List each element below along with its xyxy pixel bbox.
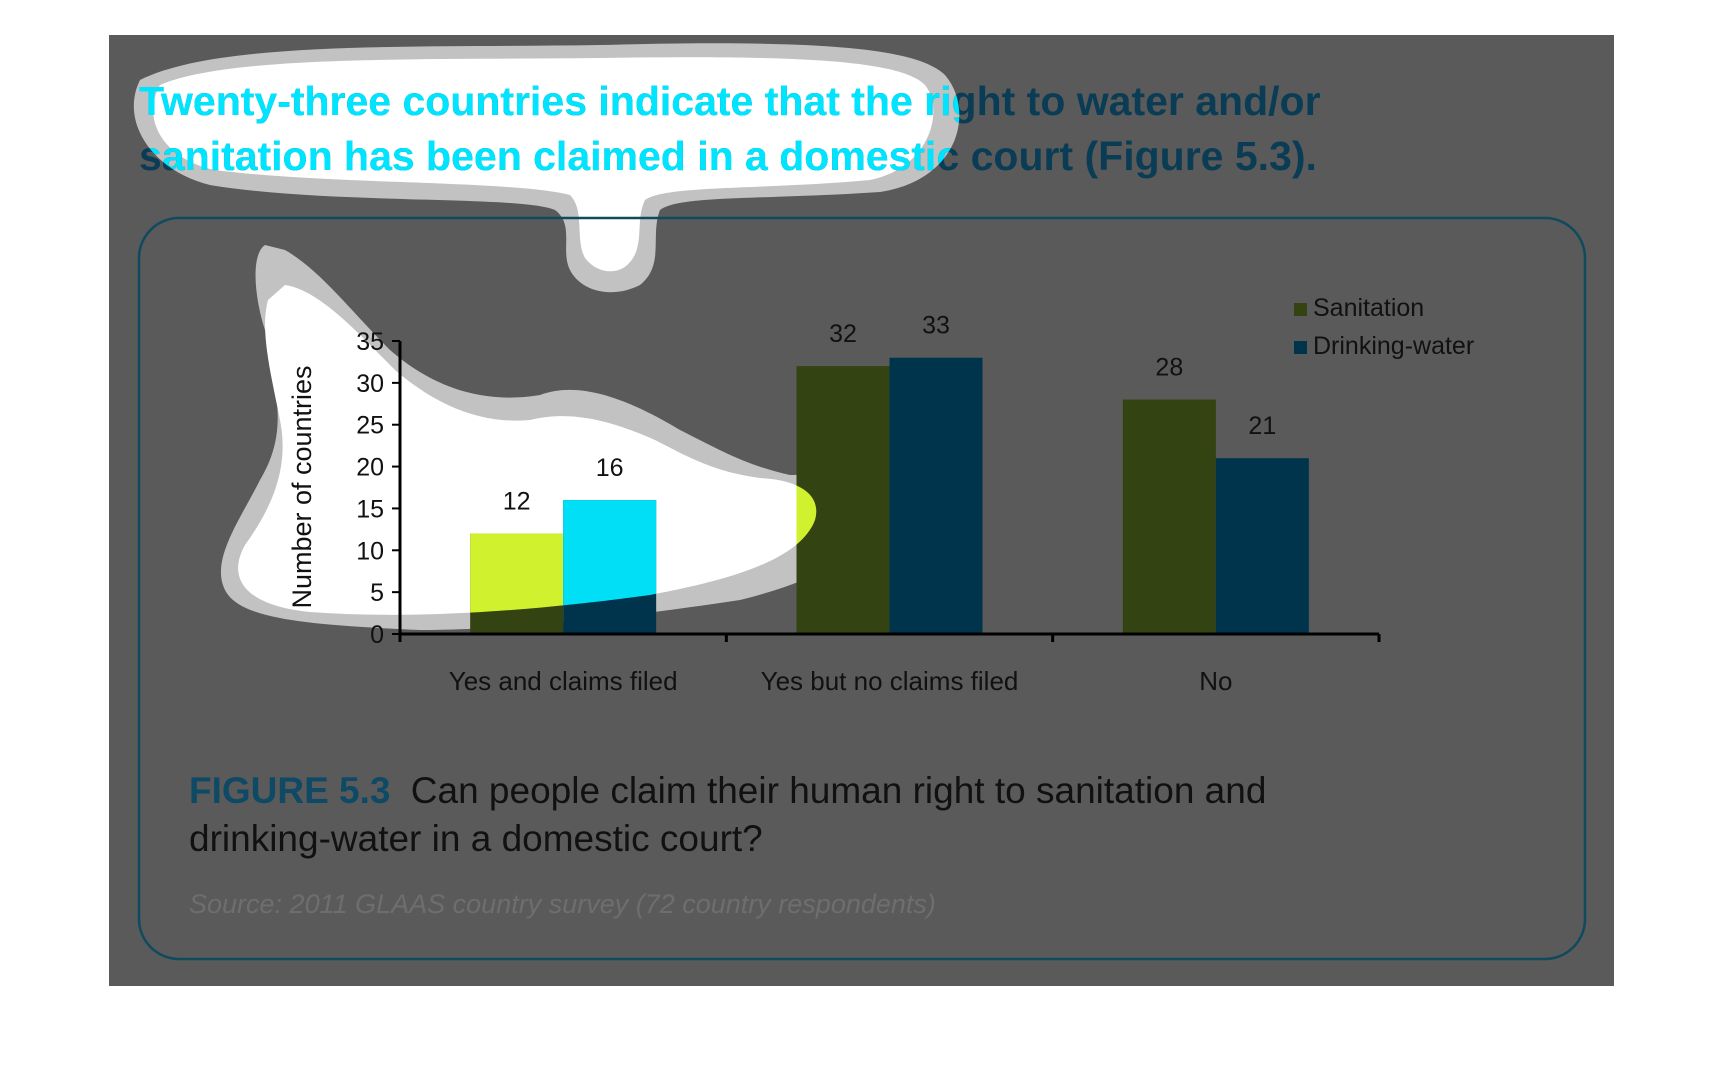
y-tick-label: 15 bbox=[356, 495, 384, 523]
category-label: No bbox=[1199, 666, 1232, 696]
y-tick-label: 35 bbox=[356, 328, 384, 356]
headline-line-1: Twenty-three countries indicate that the… bbox=[139, 78, 1321, 124]
legend-label-drinking-water: Drinking-water bbox=[1313, 332, 1474, 360]
data-label: 33 bbox=[922, 312, 950, 340]
caption-line-1: Can people claim their human right to sa… bbox=[411, 770, 1267, 811]
highlight-glow bbox=[133, 43, 960, 630]
bar-drinking-water-2 bbox=[889, 357, 983, 634]
bar-highlight-drinking-water-1 bbox=[563, 500, 657, 615]
bar-sanitation-3 bbox=[1122, 399, 1216, 634]
headline-line-1-highlight: Twenty-three countries indicate that the… bbox=[139, 78, 1321, 124]
legend-swatch-sanitation bbox=[1294, 303, 1307, 316]
data-label: 28 bbox=[1155, 354, 1183, 382]
y-tick-label: 5 bbox=[370, 579, 384, 607]
figure-frame bbox=[137, 216, 1587, 961]
source-note: Source: 2011 GLAAS country survey (72 co… bbox=[189, 889, 936, 919]
category-label: Yes and claims filed bbox=[449, 666, 678, 696]
y-tick-label: 0 bbox=[370, 621, 384, 649]
category-label: Yes but no claims filed bbox=[761, 666, 1019, 696]
y-tick-label: 25 bbox=[356, 412, 384, 440]
data-label: 12 bbox=[503, 488, 531, 516]
bar-highlight-sanitation-1 bbox=[470, 533, 564, 615]
legend-label-sanitation: Sanitation bbox=[1313, 294, 1424, 322]
y-axis-title: Number of countries bbox=[287, 365, 317, 608]
data-label: 32 bbox=[829, 320, 857, 348]
headline-line-2-highlight: sanitation has been claimed in a domesti… bbox=[139, 133, 1317, 179]
y-tick-label: 30 bbox=[356, 370, 384, 398]
headline-line-2: sanitation has been claimed in a domesti… bbox=[139, 133, 1317, 179]
data-label: 21 bbox=[1248, 412, 1276, 440]
headline: Twenty-three countries indicate that the… bbox=[139, 78, 1321, 179]
legend-swatch-drinking-water bbox=[1294, 341, 1307, 354]
legend: Sanitation Drinking-water bbox=[1294, 294, 1474, 360]
bar-drinking-water-3 bbox=[1215, 458, 1309, 634]
y-tick-label: 10 bbox=[356, 537, 384, 565]
bar-chart: 12 16 Yes and claims filed 32 33 Yes but no c… bbox=[287, 294, 1474, 696]
data-label: 16 bbox=[596, 454, 624, 482]
figure-caption: FIGURE 5.3 Can people claim their human … bbox=[189, 770, 1266, 811]
caption-line-2: drinking-water in a domestic court? bbox=[189, 818, 763, 859]
figure-label: FIGURE 5.3 bbox=[189, 770, 391, 811]
y-tick-label: 20 bbox=[356, 454, 384, 482]
